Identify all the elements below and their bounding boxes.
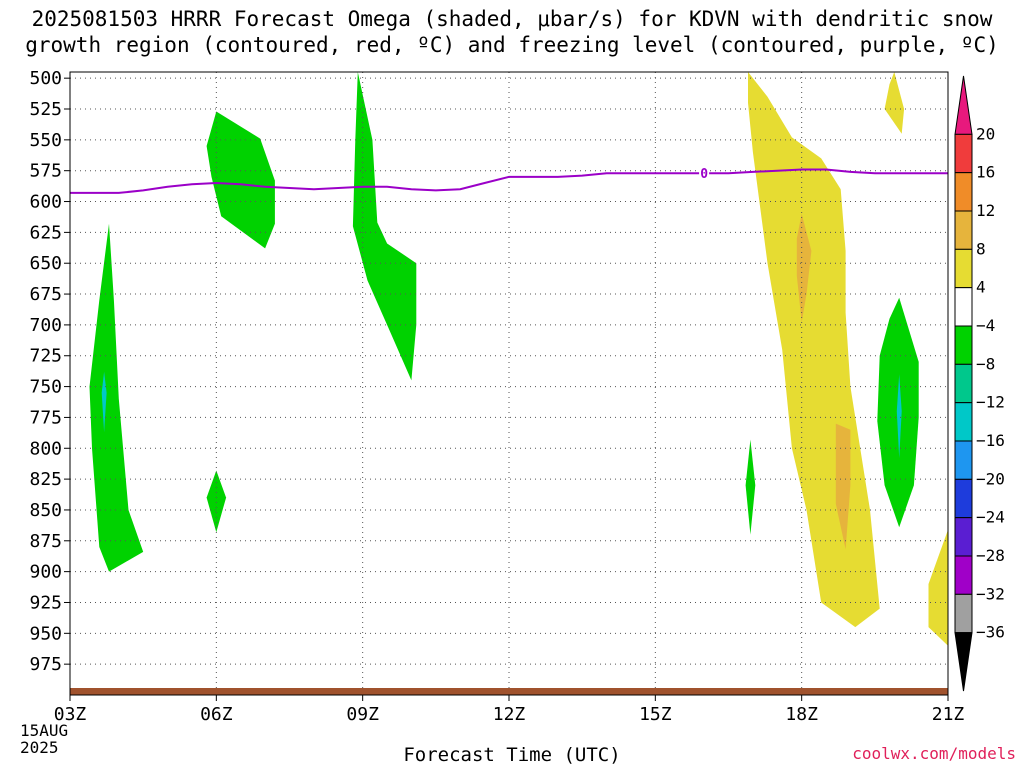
y-tick-label: 550 bbox=[29, 130, 62, 151]
colorbar-bin bbox=[954, 440, 973, 480]
y-tick-label: 775 bbox=[29, 407, 62, 428]
colorbar-arrow-bottom bbox=[954, 632, 973, 692]
colorbar-label: 4 bbox=[976, 278, 986, 297]
site-credit: coolwx.com/models bbox=[852, 744, 1016, 763]
omega-region-sinking-20z-upper bbox=[884, 72, 905, 134]
freezing-level-label-bg bbox=[699, 165, 710, 182]
x-tick-label: 09Z bbox=[346, 704, 379, 725]
date-label-year: 2025 bbox=[20, 738, 59, 757]
y-tick-label: 875 bbox=[29, 531, 62, 552]
omega-region-sinking-17z-core-upper bbox=[796, 213, 812, 323]
y-tick-label: 900 bbox=[29, 562, 62, 583]
colorbar-bin bbox=[954, 363, 973, 404]
y-tick-label: 625 bbox=[29, 222, 62, 243]
colorbar-label: 8 bbox=[976, 239, 986, 258]
x-tick-label: 18Z bbox=[785, 704, 818, 725]
colorbar-label: −16 bbox=[976, 431, 1005, 450]
y-tick-label: 500 bbox=[29, 68, 62, 89]
colorbar-bin bbox=[954, 172, 973, 212]
omega-region-rising-06z-low bbox=[206, 470, 227, 533]
colorbar-bin bbox=[954, 133, 973, 174]
omega-region-rising-09z bbox=[352, 72, 417, 381]
x-tick-label: 21Z bbox=[932, 704, 965, 725]
colorbar-bin bbox=[954, 325, 973, 365]
omega-region-rising-17z-low bbox=[745, 439, 756, 535]
x-axis-title: Forecast Time (UTC) bbox=[403, 744, 621, 766]
colorbar-label: 12 bbox=[976, 201, 995, 220]
y-tick-label: 975 bbox=[29, 654, 62, 675]
omega-region-rising-06z-mid bbox=[206, 111, 275, 249]
y-tick-label: 950 bbox=[29, 623, 62, 644]
y-tick-label: 600 bbox=[29, 192, 62, 213]
colorbar-label: −12 bbox=[976, 393, 1005, 412]
x-axis: 03Z 06Z 09Z 12Z 15Z 18Z 21Z bbox=[54, 695, 965, 725]
y-tick-label: 700 bbox=[29, 315, 62, 336]
x-tick-label: 06Z bbox=[200, 704, 233, 725]
freezing-level-label: 0 bbox=[700, 167, 708, 182]
y-tick-label: 750 bbox=[29, 377, 62, 398]
y-tick-label: 925 bbox=[29, 592, 62, 613]
colorbar-label: −8 bbox=[976, 354, 995, 373]
x-tick-label: 15Z bbox=[639, 704, 672, 725]
colorbar-label: −32 bbox=[976, 584, 1005, 603]
omega-region-rising-03z bbox=[89, 223, 144, 572]
date-label-day: 15AUG bbox=[20, 721, 69, 740]
freezing-level-line bbox=[70, 168, 948, 194]
omega-region-sinking-21z-low bbox=[928, 529, 948, 646]
y-tick-label: 675 bbox=[29, 284, 62, 305]
colorbar-label: −20 bbox=[976, 469, 1005, 488]
colorbar-bin bbox=[954, 555, 973, 595]
y-tick-label: 575 bbox=[29, 161, 62, 182]
title-line-2: growth region (contoured, red, ºC) and f… bbox=[25, 33, 999, 57]
colorbar-label: −28 bbox=[976, 546, 1005, 565]
omega-region-rising-20z-core bbox=[896, 374, 902, 459]
colorbar-bin bbox=[954, 517, 973, 557]
freezing-level: 0 bbox=[70, 165, 948, 194]
y-axis: 500 525 550 575 600 625 650 675 700 725 750 775 800 8… bbox=[29, 68, 70, 675]
colorbar: 20 16 12 8 4 −4 −8 −12 −16 −20 −24 −28 −32 −36 bbox=[954, 75, 1005, 692]
chart-title: 2025081503 HRRR Forecast Omega (shaded, … bbox=[0, 6, 1024, 58]
colorbar-bin bbox=[954, 287, 973, 327]
omega-regions bbox=[89, 72, 948, 646]
colorbar-label: 16 bbox=[976, 163, 995, 182]
y-tick-label: 825 bbox=[29, 469, 62, 490]
colorbar-label: −24 bbox=[976, 508, 1005, 527]
colorbar-bin bbox=[954, 402, 973, 442]
colorbar-label: −36 bbox=[976, 623, 1005, 642]
colorbar-bin bbox=[954, 593, 973, 634]
colorbar-arrow-top bbox=[954, 75, 973, 135]
y-tick-label: 650 bbox=[29, 253, 62, 274]
colorbar-label: −4 bbox=[976, 316, 995, 335]
y-tick-label: 800 bbox=[29, 438, 62, 459]
colorbar-bin bbox=[954, 478, 973, 519]
y-tick-label: 850 bbox=[29, 500, 62, 521]
omega-region-sinking-17z-core-lower bbox=[835, 423, 851, 550]
x-tick-label: 03Z bbox=[54, 704, 87, 725]
colorbar-bin bbox=[954, 210, 973, 250]
title-line-1: 2025081503 HRRR Forecast Omega (shaded, … bbox=[31, 7, 993, 31]
colorbar-label: 20 bbox=[976, 124, 995, 143]
terrain-surface bbox=[70, 688, 948, 695]
y-tick-label: 525 bbox=[29, 99, 62, 120]
colorbar-bin bbox=[954, 248, 973, 289]
x-tick-label: 12Z bbox=[493, 704, 526, 725]
y-tick-label: 725 bbox=[29, 346, 62, 367]
